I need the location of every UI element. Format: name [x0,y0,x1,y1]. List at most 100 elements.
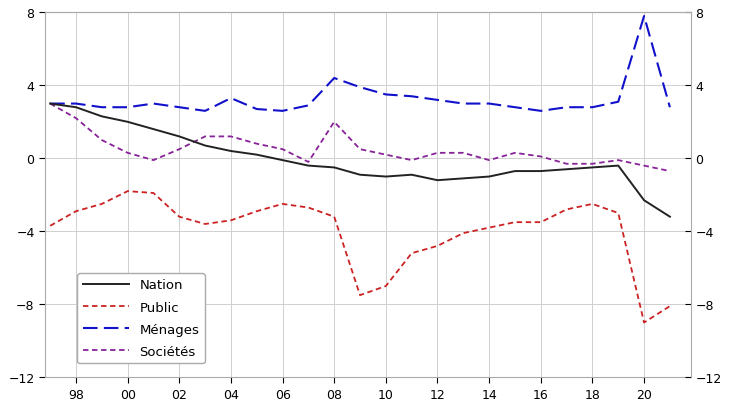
Ménages [175,106,184,110]
Sociétés [149,158,158,163]
Ménages [510,106,519,110]
Sociétés [304,160,312,165]
Nation [666,215,675,220]
Public [123,189,132,194]
Sociétés [614,158,623,163]
Nation [97,115,106,119]
Public [278,202,287,207]
Nation [433,178,442,183]
Sociétés [407,158,416,163]
Public [97,202,106,207]
Public [356,293,364,298]
Line: Nation: Nation [50,104,670,217]
Sociétés [278,147,287,152]
Sociétés [46,102,55,107]
Ménages [407,94,416,99]
Nation [407,173,416,178]
Ménages [97,106,106,110]
Nation [510,169,519,174]
Nation [639,198,648,203]
Ménages [304,103,312,108]
Sociétés [485,158,493,163]
Sociétés [537,155,545,160]
Sociétés [382,153,391,158]
Sociétés [356,147,364,152]
Public [46,224,55,229]
Sociétés [330,120,339,125]
Nation [537,169,545,174]
Ménages [201,109,210,114]
Public [175,215,184,220]
Line: Public: Public [50,192,670,323]
Sociétés [175,147,184,152]
Ménages [433,98,442,103]
Public [562,207,571,212]
Public [72,209,80,214]
Sociétés [97,138,106,143]
Public [330,215,339,220]
Ménages [614,100,623,105]
Sociétés [666,169,675,174]
Sociétés [459,151,468,156]
Nation [304,164,312,169]
Sociétés [123,151,132,156]
Ménages [72,102,80,107]
Nation [123,120,132,125]
Sociétés [510,151,519,156]
Nation [253,153,261,158]
Ménages [253,107,261,112]
Nation [356,173,364,178]
Sociétés [226,135,235,139]
Nation [588,166,597,171]
Public [639,320,648,325]
Public [510,220,519,225]
Ménages [356,85,364,90]
Ménages [588,106,597,110]
Sociétés [562,162,571,167]
Nation [201,144,210,148]
Public [666,304,675,309]
Nation [382,175,391,180]
Ménages [562,106,571,110]
Public [485,226,493,231]
Nation [226,149,235,154]
Nation [46,102,55,107]
Ménages [537,109,545,114]
Nation [485,175,493,180]
Nation [614,164,623,169]
Public [588,202,597,207]
Nation [330,166,339,171]
Public [253,209,261,214]
Ménages [330,76,339,81]
Ménages [46,102,55,107]
Nation [278,158,287,163]
Nation [72,106,80,110]
Ménages [382,93,391,98]
Public [537,220,545,225]
Public [382,284,391,289]
Sociétés [433,151,442,156]
Public [226,218,235,223]
Sociétés [253,142,261,147]
Sociétés [72,117,80,121]
Public [459,231,468,236]
Nation [175,135,184,139]
Public [433,244,442,249]
Sociétés [201,135,210,139]
Sociétés [639,164,648,169]
Public [304,206,312,211]
Nation [459,176,468,181]
Public [201,222,210,227]
Ménages [278,109,287,114]
Line: Ménages: Ménages [50,17,670,112]
Public [407,251,416,256]
Nation [149,127,158,132]
Sociétés [588,162,597,167]
Line: Sociétés: Sociétés [50,104,670,172]
Ménages [459,102,468,107]
Public [614,211,623,216]
Public [149,191,158,196]
Ménages [123,106,132,110]
Legend: Nation, Public, Ménages, Sociétés: Nation, Public, Ménages, Sociétés [77,274,204,364]
Ménages [485,102,493,107]
